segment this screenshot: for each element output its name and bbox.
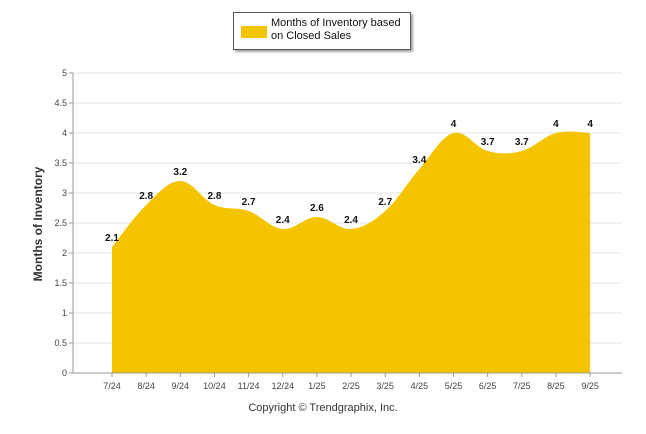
- data-label: 2.7: [242, 197, 256, 208]
- x-tick-label: 9/24: [172, 381, 190, 391]
- x-tick-label: 5/25: [445, 381, 463, 391]
- y-tick-label: 3.5: [54, 158, 67, 168]
- x-tick-label: 9/25: [581, 381, 599, 391]
- data-label: 3.4: [412, 155, 426, 166]
- y-tick-label: 0: [62, 368, 67, 378]
- y-tick-label: 2: [62, 248, 67, 258]
- data-label: 4: [451, 119, 457, 130]
- x-tick-label: 11/24: [238, 381, 260, 391]
- y-tick-label: 5: [62, 68, 67, 78]
- x-tick-label: 1/25: [308, 381, 326, 391]
- data-label: 2.7: [378, 197, 392, 208]
- x-tick-label: 7/24: [103, 381, 121, 391]
- data-labels: 2.1 2.8 3.2 2.8 2.7 2.4 2.6 2.4 2.7 3.4 4 3.7 3.7 4 4: [105, 119, 593, 244]
- y-tick-label: 0.5: [54, 338, 67, 348]
- y-tick-labels: 0 0.5 1 1.5 2 2.5 3 3.5 4 4.5 5: [54, 68, 67, 378]
- legend-swatch: [241, 26, 267, 38]
- data-label: 3.2: [173, 167, 187, 178]
- x-tick-label: 8/24: [137, 381, 155, 391]
- data-label: 2.6: [310, 203, 324, 214]
- x-tick-label: 12/24: [271, 381, 294, 391]
- area-series: [112, 131, 591, 373]
- data-label: 4: [587, 119, 593, 130]
- y-tick-label: 4: [62, 128, 67, 138]
- data-label: 4: [553, 119, 559, 130]
- data-label: 2.8: [207, 191, 221, 202]
- x-tick-label: 3/25: [376, 381, 394, 391]
- y-tick-label: 1.5: [54, 278, 67, 288]
- y-axis-title: Months of Inventory: [31, 166, 45, 281]
- data-label: 3.7: [515, 137, 529, 148]
- x-tick-label: 10/24: [203, 381, 226, 391]
- y-tick-label: 1: [62, 308, 67, 318]
- axes: [69, 72, 622, 377]
- x-tick-label: 6/25: [479, 381, 497, 391]
- x-tick-label: 7/25: [513, 381, 531, 391]
- data-label: 2.1: [105, 233, 119, 244]
- copyright-text: Copyright © Trendgraphix, Inc.: [248, 402, 398, 414]
- x-tick-label: 2/25: [342, 381, 360, 391]
- x-tick-labels: 7/24 8/24 9/24 10/24 11/24 12/24 1/25 2/25 3/25 4…: [103, 381, 599, 391]
- y-tick-label: 2.5: [54, 218, 67, 228]
- y-tick-label: 4.5: [54, 98, 67, 108]
- data-label: 2.4: [276, 215, 290, 226]
- legend-label: Months of Inventory based on Closed Sale…: [271, 17, 401, 42]
- x-tick-label: 8/25: [547, 381, 565, 391]
- legend: Months of Inventory based on Closed Sale…: [233, 12, 411, 50]
- data-label: 2.8: [139, 191, 153, 202]
- area-fill: [112, 131, 591, 373]
- data-label: 2.4: [344, 215, 358, 226]
- data-label: 3.7: [481, 137, 495, 148]
- x-tick-label: 4/25: [411, 381, 429, 391]
- y-tick-label: 3: [62, 188, 67, 198]
